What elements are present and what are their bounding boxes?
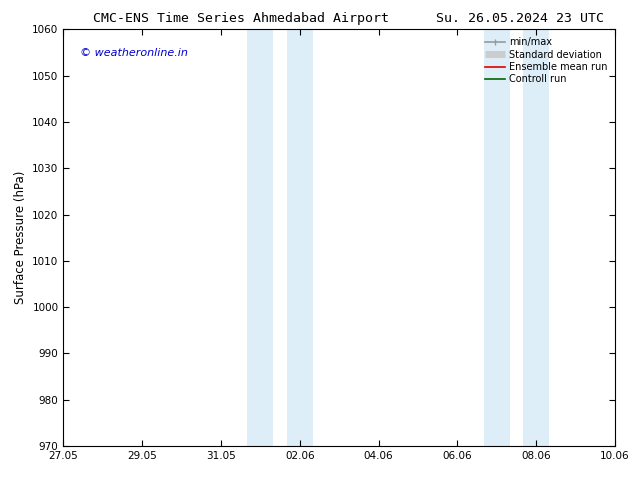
Bar: [287, 29, 313, 446]
Text: CMC-ENS Time Series Ahmedabad Airport: CMC-ENS Time Series Ahmedabad Airport: [93, 12, 389, 25]
Y-axis label: Surface Pressure (hPa): Surface Pressure (hPa): [14, 171, 27, 304]
Bar: [484, 29, 510, 446]
Bar: [523, 29, 549, 446]
Legend: min/max, Standard deviation, Ensemble mean run, Controll run: min/max, Standard deviation, Ensemble me…: [482, 34, 610, 87]
Bar: [247, 29, 273, 446]
Text: © weatheronline.in: © weatheronline.in: [80, 48, 188, 58]
Text: Su. 26.05.2024 23 UTC: Su. 26.05.2024 23 UTC: [436, 12, 604, 25]
